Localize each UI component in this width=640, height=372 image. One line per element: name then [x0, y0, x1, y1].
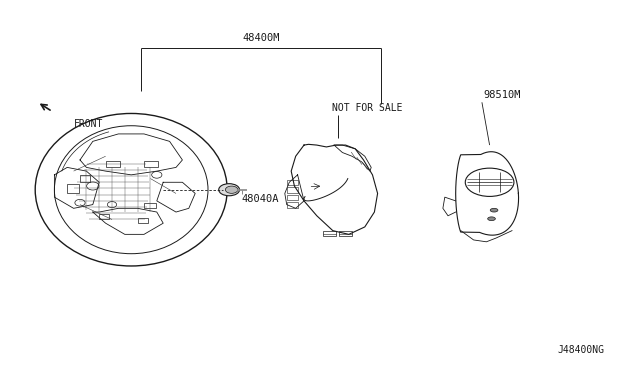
- Text: J48400NG: J48400NG: [558, 345, 605, 355]
- Text: FRONT: FRONT: [74, 119, 103, 129]
- Ellipse shape: [219, 184, 239, 196]
- Ellipse shape: [490, 208, 498, 212]
- Ellipse shape: [488, 217, 495, 221]
- Ellipse shape: [225, 186, 238, 193]
- Text: 98510M: 98510M: [483, 90, 521, 100]
- Text: NOT FOR SALE: NOT FOR SALE: [332, 103, 402, 113]
- Text: 48040A: 48040A: [242, 194, 280, 204]
- Text: 48400M: 48400M: [242, 33, 280, 43]
